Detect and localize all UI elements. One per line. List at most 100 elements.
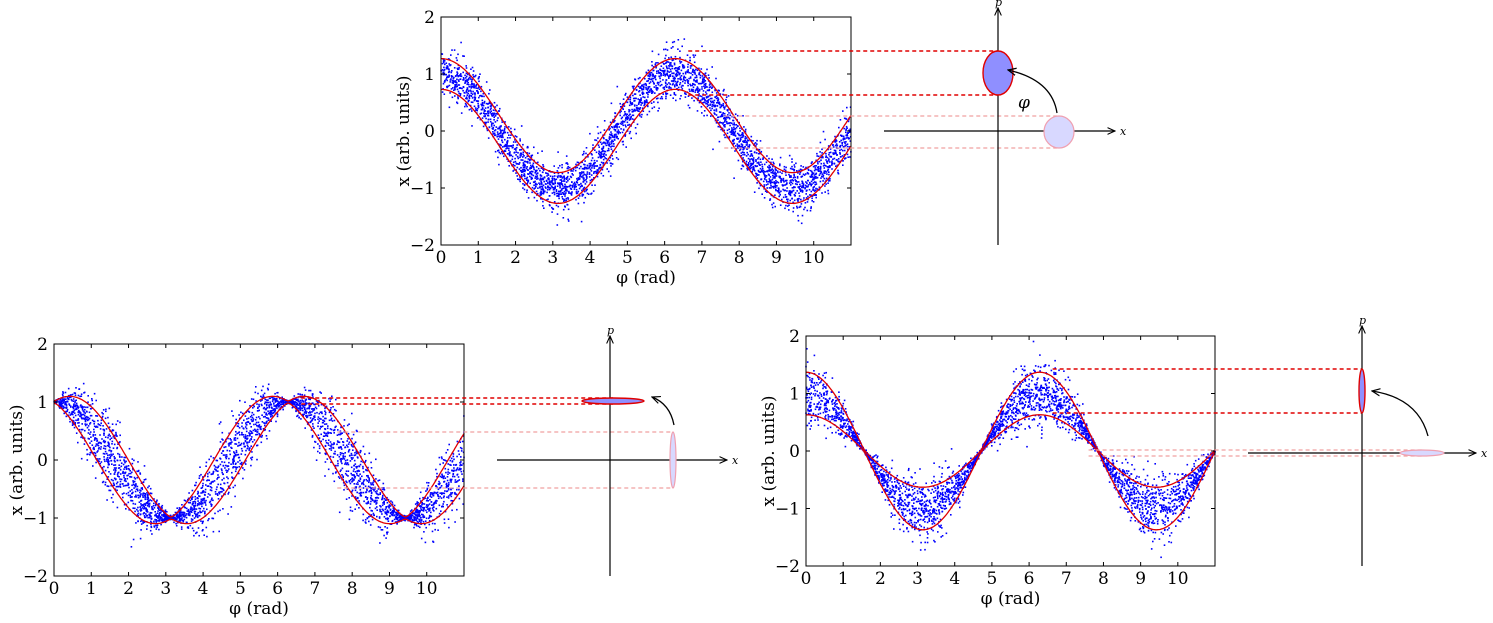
data-point <box>501 121 503 123</box>
x-tick-label: 4 <box>585 248 596 268</box>
data-point <box>367 474 369 477</box>
rotated-state-ellipse <box>982 50 1014 96</box>
data-point <box>654 75 657 77</box>
data-point <box>668 82 670 84</box>
data-point <box>201 499 203 502</box>
data-point <box>639 94 641 96</box>
data-point <box>641 113 643 116</box>
data-point <box>314 412 316 415</box>
data-point <box>794 176 796 179</box>
data-point <box>234 466 236 468</box>
data-point <box>190 506 192 508</box>
data-point <box>77 411 79 413</box>
data-point <box>687 69 689 71</box>
data-point <box>593 167 596 169</box>
data-point <box>522 164 524 167</box>
data-point <box>742 160 744 163</box>
data-point <box>745 155 748 157</box>
data-point <box>822 174 825 177</box>
data-point <box>148 485 150 487</box>
data-point <box>805 181 807 183</box>
data-point <box>818 170 821 172</box>
data-point <box>519 154 521 156</box>
data-point <box>545 187 547 189</box>
data-point <box>822 130 825 133</box>
data-point <box>631 102 634 104</box>
data-point <box>713 102 715 104</box>
data-point <box>814 165 816 167</box>
data-point <box>647 87 650 89</box>
data-point <box>244 463 247 465</box>
data-point <box>715 97 718 100</box>
data-point <box>514 135 517 137</box>
data-point <box>438 480 440 483</box>
data-point <box>656 72 658 74</box>
data-point <box>731 122 733 125</box>
data-point <box>815 183 818 185</box>
data-point <box>566 204 569 206</box>
data-point <box>660 73 662 76</box>
data-point <box>490 107 492 109</box>
data-point <box>489 108 492 111</box>
data-point <box>812 165 815 168</box>
data-point <box>543 180 545 183</box>
data-point <box>625 114 628 116</box>
data-point <box>739 127 741 130</box>
data-point <box>597 137 599 139</box>
data-point <box>456 72 459 75</box>
data-point <box>597 156 600 159</box>
data-point <box>827 165 830 168</box>
data-point <box>99 448 102 450</box>
data-point <box>566 186 568 188</box>
data-point <box>642 110 645 112</box>
data-point <box>733 122 735 124</box>
data-point <box>222 473 224 476</box>
data-point <box>775 169 777 171</box>
data-point <box>231 476 233 478</box>
data-point <box>398 515 401 518</box>
data-point <box>446 490 449 492</box>
data-point <box>811 200 813 202</box>
data-point <box>713 109 715 111</box>
data-point <box>692 88 694 91</box>
data-point <box>748 166 751 168</box>
data-point <box>211 517 213 520</box>
data-point <box>221 479 223 481</box>
data-point <box>779 194 781 196</box>
data-point <box>790 179 792 182</box>
data-point <box>711 87 713 89</box>
data-point <box>526 191 528 193</box>
data-point <box>306 414 308 417</box>
data-point <box>714 104 716 107</box>
data-point <box>668 86 670 89</box>
data-point <box>459 94 462 97</box>
data-point <box>108 449 110 452</box>
data-point <box>704 101 706 103</box>
data-point <box>392 513 394 515</box>
data-point <box>246 442 249 444</box>
data-point <box>79 395 81 398</box>
data-point <box>100 419 103 422</box>
data-point <box>340 459 342 462</box>
data-point <box>59 404 61 407</box>
data-point <box>448 472 451 474</box>
data-point <box>379 510 381 512</box>
data-point <box>465 104 467 106</box>
data-point <box>339 453 342 456</box>
data-point <box>819 180 822 183</box>
data-point <box>793 164 796 166</box>
data-point <box>752 157 755 159</box>
data-point <box>264 424 266 427</box>
data-point <box>482 112 485 114</box>
data-point <box>229 487 231 489</box>
data-point <box>794 186 796 189</box>
data-point <box>442 88 444 90</box>
data-point <box>197 503 199 505</box>
data-point <box>87 432 90 434</box>
data-point <box>624 119 627 121</box>
data-point <box>750 162 752 165</box>
data-point <box>663 72 665 75</box>
data-point <box>716 102 718 104</box>
data-point <box>492 122 494 125</box>
data-point <box>559 176 562 178</box>
